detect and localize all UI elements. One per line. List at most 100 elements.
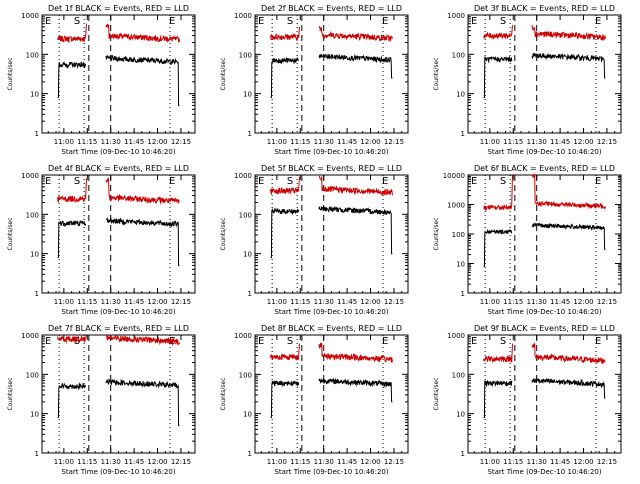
events-series-line bbox=[57, 377, 180, 426]
y-tick-label: 100 bbox=[452, 371, 465, 379]
marker-label-e-start: E bbox=[45, 336, 51, 347]
marker-label-e-end: E bbox=[382, 336, 388, 347]
marker-label-s: S bbox=[287, 176, 293, 187]
y-tick-label: 10 bbox=[456, 91, 465, 99]
x-tick-label: 11:15 bbox=[503, 138, 523, 146]
marker-label-e-start: E bbox=[45, 16, 51, 27]
panel-axes-frame bbox=[41, 174, 196, 294]
x-tick-label: 11:30 bbox=[314, 458, 334, 466]
lld-series-line bbox=[483, 173, 606, 212]
detector-panel: Det 9f BLACK = Events, RED = LLD 1 10 100 10… bbox=[433, 324, 622, 476]
lld-series-line bbox=[270, 26, 393, 42]
x-axis-label: Start Time (09-Dec-10 10:46:20) bbox=[274, 308, 388, 316]
y-tick-label: 1 bbox=[461, 450, 465, 458]
marker-label-e-start: E bbox=[258, 16, 264, 27]
x-axis-label: Start Time (09-Dec-10 10:46:20) bbox=[274, 148, 388, 156]
x-tick-label: 11:00 bbox=[54, 298, 74, 306]
x-tick-label: 11:15 bbox=[77, 458, 97, 466]
marker-label-e-start: E bbox=[471, 176, 477, 187]
x-tick-label: 11:00 bbox=[267, 458, 287, 466]
events-series-line bbox=[270, 205, 393, 258]
marker-label-e-end: E bbox=[382, 176, 388, 187]
panel-title: Det 6f BLACK = Events, RED = LLD bbox=[474, 164, 615, 173]
marker-label-e-start: E bbox=[258, 176, 264, 187]
y-tick-label: 10 bbox=[30, 411, 39, 419]
y-tick-label: 10 bbox=[243, 411, 252, 419]
events-series-line bbox=[57, 217, 180, 266]
x-tick-label: 12:00 bbox=[360, 298, 380, 306]
x-tick-label: 11:15 bbox=[77, 298, 97, 306]
y-tick-label: 1 bbox=[35, 290, 39, 298]
y-tick-label: 10 bbox=[456, 411, 465, 419]
x-tick-label: 11:00 bbox=[267, 138, 287, 146]
x-tick-label: 12:15 bbox=[384, 138, 404, 146]
y-tick-label: 1000 bbox=[21, 12, 39, 20]
lld-series-line bbox=[57, 334, 180, 347]
y-axis-label: Counts/sec bbox=[220, 57, 227, 90]
y-tick-label: 1 bbox=[35, 130, 39, 138]
y-tick-label: 1000 bbox=[447, 202, 465, 210]
x-tick-label: 12:15 bbox=[171, 458, 191, 466]
y-tick-label: 1000 bbox=[234, 172, 252, 180]
y-tick-label: 100 bbox=[452, 51, 465, 59]
y-axis-label: Counts/sec bbox=[433, 217, 440, 250]
detector-panel: Det 3f BLACK = Events, RED = LLD 1 10 100 10… bbox=[433, 4, 622, 156]
y-tick-label: 100 bbox=[452, 231, 465, 239]
x-axis-label: Start Time (09-Dec-10 10:46:20) bbox=[61, 468, 175, 476]
lld-series-line bbox=[483, 342, 606, 365]
panel-axes-frame bbox=[41, 334, 196, 454]
x-axis-label: Start Time (09-Dec-10 10:46:20) bbox=[61, 308, 175, 316]
marker-label-e-start: E bbox=[258, 336, 264, 347]
x-tick-label: 11:00 bbox=[267, 298, 287, 306]
y-axis-label: Counts/sec bbox=[7, 57, 14, 90]
y-tick-label: 10 bbox=[30, 251, 39, 259]
marker-label-s: S bbox=[500, 336, 506, 347]
x-tick-label: 11:45 bbox=[550, 298, 570, 306]
panel-title: Det 9f BLACK = Events, RED = LLD bbox=[474, 324, 615, 333]
y-tick-label: 10 bbox=[243, 91, 252, 99]
y-tick-label: 1 bbox=[248, 450, 252, 458]
x-tick-label: 11:45 bbox=[550, 138, 570, 146]
x-tick-label: 11:00 bbox=[480, 458, 500, 466]
y-axis-label: Counts/sec bbox=[7, 377, 14, 410]
panel-title: Det 5f BLACK = Events, RED = LLD bbox=[261, 164, 402, 173]
x-tick-label: 11:30 bbox=[101, 138, 121, 146]
detector-panel: Det 8f BLACK = Events, RED = LLD 1 10 100 10… bbox=[220, 324, 409, 476]
y-axis-label: Counts/sec bbox=[7, 217, 14, 250]
y-axis-label: Counts/sec bbox=[220, 377, 227, 410]
y-axis-label: Counts/sec bbox=[220, 217, 227, 250]
x-tick-label: 12:00 bbox=[147, 458, 167, 466]
x-axis-label: Start Time (09-Dec-10 10:46:20) bbox=[61, 148, 175, 156]
x-tick-label: 11:45 bbox=[124, 298, 144, 306]
y-tick-label: 100 bbox=[26, 371, 39, 379]
x-tick-label: 12:00 bbox=[573, 458, 593, 466]
panel-title: Det 4f BLACK = Events, RED = LLD bbox=[48, 164, 189, 173]
lld-series-line bbox=[57, 176, 180, 205]
x-tick-label: 11:45 bbox=[337, 138, 357, 146]
panel-title: Det 7f BLACK = Events, RED = LLD bbox=[48, 324, 189, 333]
y-tick-label: 10000 bbox=[443, 172, 465, 180]
x-tick-label: 11:45 bbox=[124, 138, 144, 146]
x-tick-label: 11:15 bbox=[503, 298, 523, 306]
panel-axes-frame bbox=[254, 14, 409, 134]
x-tick-label: 12:00 bbox=[360, 138, 380, 146]
x-tick-label: 11:15 bbox=[77, 138, 97, 146]
marker-label-e-end: E bbox=[595, 176, 601, 187]
x-tick-label: 11:15 bbox=[290, 138, 310, 146]
marker-label-s: S bbox=[287, 16, 293, 27]
y-tick-label: 1000 bbox=[234, 332, 252, 340]
events-series-line bbox=[483, 377, 606, 418]
lld-series-line bbox=[57, 23, 180, 44]
y-tick-label: 1 bbox=[35, 450, 39, 458]
x-tick-label: 12:00 bbox=[147, 298, 167, 306]
marker-label-s: S bbox=[500, 16, 506, 27]
x-tick-label: 11:00 bbox=[54, 458, 74, 466]
marker-label-s: S bbox=[287, 336, 293, 347]
x-tick-label: 11:45 bbox=[337, 458, 357, 466]
x-tick-label: 11:30 bbox=[101, 298, 121, 306]
y-tick-label: 1 bbox=[248, 130, 252, 138]
x-tick-label: 11:30 bbox=[314, 138, 334, 146]
events-series-line bbox=[270, 53, 393, 98]
marker-label-e-start: E bbox=[471, 336, 477, 347]
x-tick-label: 11:30 bbox=[101, 458, 121, 466]
